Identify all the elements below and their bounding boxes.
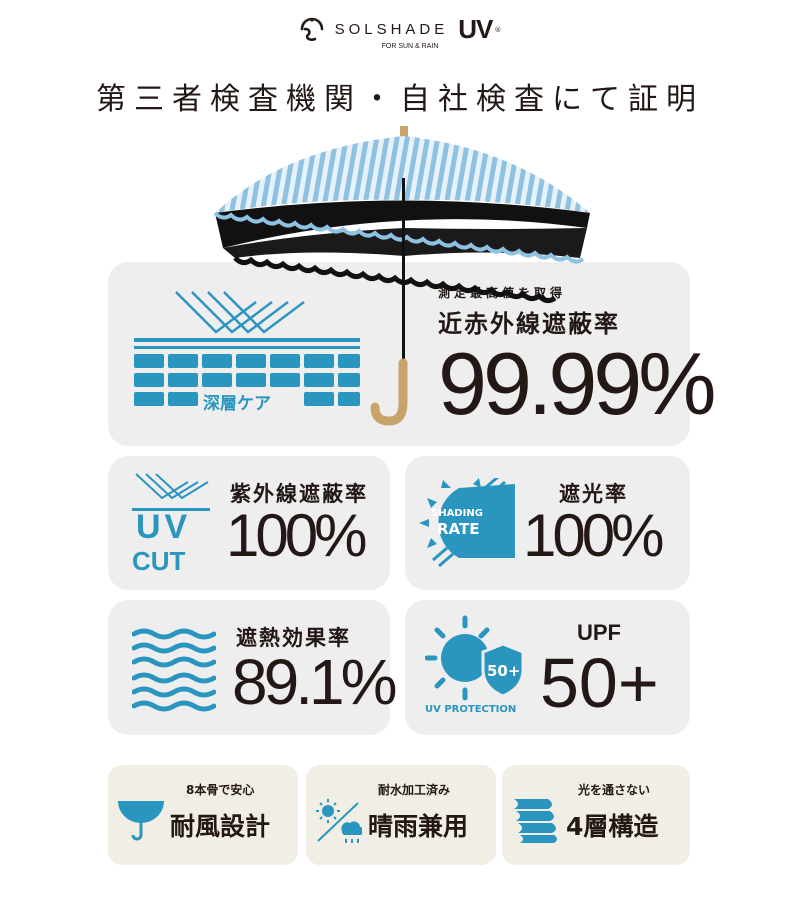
- feature-main: 耐風設計: [170, 812, 271, 841]
- stat-label: 紫外線遮蔽率: [230, 482, 368, 506]
- feature-card-sun-rain: 耐水加工済み 晴雨兼用: [306, 765, 496, 865]
- stat-label: 遮熱効果率: [236, 626, 351, 650]
- uv-protection-text: UV PROTECTION: [425, 704, 517, 715]
- layers-icon: [514, 799, 557, 843]
- sun-rain-icon: [316, 799, 362, 843]
- stat-card-heat: 遮熱効果率 89.1%: [108, 600, 397, 735]
- stat-value: 100%: [226, 502, 367, 569]
- cut-text: CUT: [132, 546, 186, 576]
- stat-value: 100%: [523, 502, 664, 569]
- uv-protection-icon: [425, 615, 525, 701]
- brand-uv: UV: [458, 14, 493, 44]
- feature-sub: 耐水加工済み: [378, 783, 451, 797]
- brand-name: SOLSHADE: [334, 21, 449, 38]
- umbrella-product-image: [213, 126, 590, 426]
- heat-waves-icon: [132, 628, 216, 712]
- stat-card-uv-cut: UV CUT 紫外線遮蔽率 100%: [108, 456, 390, 590]
- brand-logo: SOLSHADE UV ® FOR SUN & RAIN: [0, 14, 800, 50]
- hero-value: 99.99%: [438, 334, 716, 433]
- stat-card-upf: 50+ UV PROTECTION UPF 50+: [405, 600, 690, 735]
- solshade-logo-icon: [300, 17, 323, 41]
- feature-main: 晴雨兼用: [368, 812, 469, 841]
- umbrella-icon: [118, 801, 164, 841]
- registered-mark: ®: [494, 25, 502, 34]
- stat-value: 89.1%: [232, 646, 397, 718]
- stat-label: 遮光率: [559, 482, 628, 506]
- fifty-plus-badge: 50+: [487, 662, 521, 680]
- stat-value: 50+: [540, 644, 659, 722]
- rate-text: RATE: [437, 520, 480, 538]
- feature-sub: 光を通さない: [578, 783, 651, 797]
- uv-cut-icon: [132, 473, 210, 511]
- feature-main: 4層構造: [566, 812, 659, 841]
- shading-text: SHADING: [431, 508, 483, 519]
- shading-rate-icon: [419, 478, 515, 568]
- uv-text: UV: [136, 508, 192, 546]
- stat-card-shading: SHADING RATE 遮光率 100%: [405, 456, 690, 590]
- stat-label: UPF: [577, 620, 621, 645]
- feature-card-layers: 光を通さない 4層構造: [502, 765, 690, 865]
- hero-icon-label: 深層ケア: [203, 394, 271, 414]
- layered-shield-icon: [134, 291, 360, 406]
- headline: 第三者検査機関・自社検査にて証明: [96, 82, 704, 117]
- feature-sub: 8本骨で安心: [186, 783, 255, 797]
- feature-card-wind: 8本骨で安心 耐風設計: [108, 765, 298, 865]
- hero-label: 近赤外線遮蔽率: [438, 310, 620, 338]
- brand-tagline: FOR SUN & RAIN: [381, 42, 439, 50]
